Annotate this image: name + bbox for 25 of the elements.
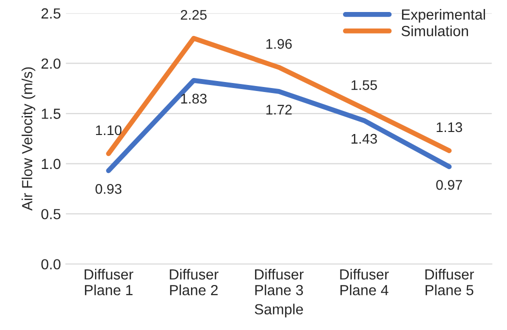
y-tick-label: 0.0 (41, 259, 60, 270)
y-axis-title: Air Flow Velocity (m/s) (22, 67, 36, 211)
data-label: 1.13 (436, 122, 462, 132)
y-tick-label: 1.0 (42, 158, 60, 170)
y-tick-label: 1.5 (42, 108, 60, 119)
y-tick-label: 0.5 (41, 208, 60, 220)
data-label: 2.25 (180, 10, 207, 20)
data-label: 1.55 (352, 80, 377, 90)
x-tick-label: Diffuser Plane 3 (255, 268, 304, 296)
x-tick-label: Diffuser Plane 1 (84, 268, 134, 296)
legend-label: Experimental (402, 9, 485, 23)
data-label: 1.83 (181, 94, 207, 104)
data-label: 1.43 (352, 134, 377, 144)
x-tick-label: Diffuser Plane 2 (170, 268, 218, 296)
data-label: 1.96 (266, 39, 292, 49)
x-tick-label: Diffuser Plane 5 (425, 268, 474, 296)
x-tick-label: Diffuser Plane 4 (340, 268, 389, 296)
legend-label: Simulation (402, 26, 468, 36)
data-label: 0.93 (96, 184, 122, 194)
data-label: 1.72 (266, 104, 292, 114)
y-tick-label: 2.5 (42, 8, 60, 19)
data-label: 1.10 (96, 125, 122, 136)
y-tick-label: 2.0 (42, 58, 60, 69)
data-label: 0.97 (436, 180, 462, 190)
x-axis-title: Sample (254, 304, 303, 318)
